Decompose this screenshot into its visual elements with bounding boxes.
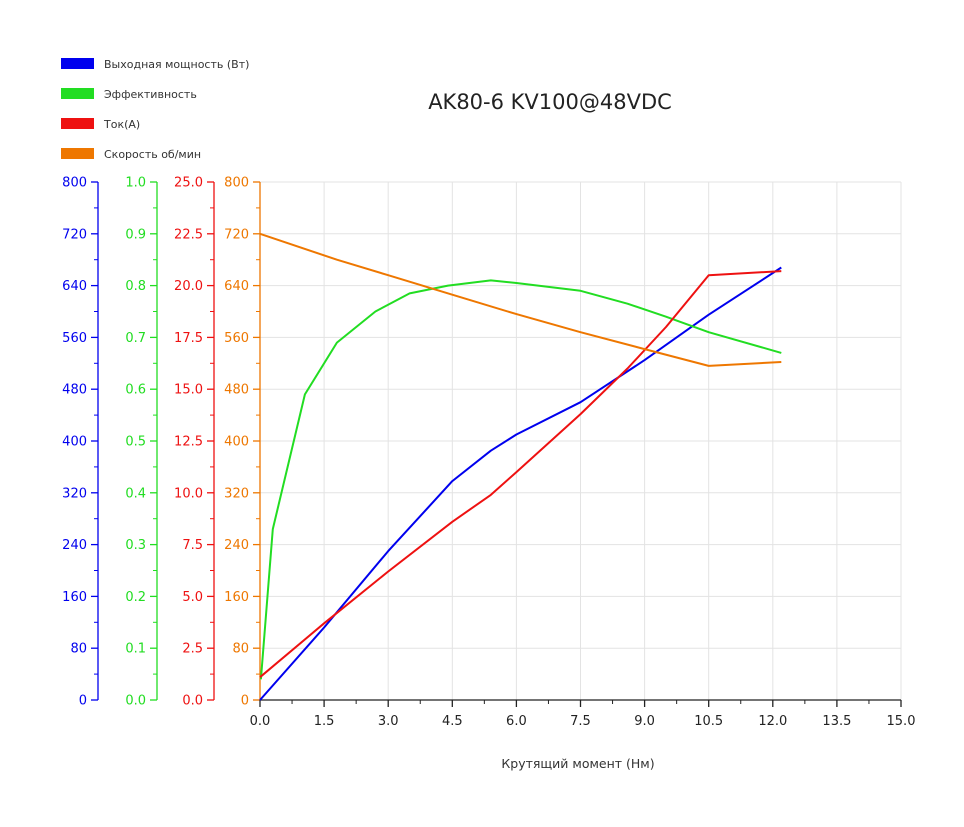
x-tick-label: 9.0 bbox=[634, 714, 655, 729]
legend-item: Эффективность bbox=[61, 88, 197, 101]
y-tick-label: 240 bbox=[62, 538, 87, 553]
y-tick-label: 2.5 bbox=[182, 642, 203, 657]
x-tick-label: 1.5 bbox=[314, 714, 335, 729]
y-tick-label: 0.0 bbox=[125, 694, 146, 709]
y-tick-label: 0.3 bbox=[125, 538, 146, 553]
x-tick-label: 13.5 bbox=[822, 714, 851, 729]
y-tick-label: 0.2 bbox=[125, 590, 146, 605]
y-tick-label: 1.0 bbox=[125, 176, 146, 191]
y-tick-label: 560 bbox=[62, 331, 87, 346]
y-tick-label: 480 bbox=[62, 383, 87, 398]
y-tick-label: 7.5 bbox=[182, 538, 203, 553]
legend-item: Выходная мощность (Вт) bbox=[61, 58, 249, 71]
y-tick-label: 80 bbox=[70, 642, 87, 657]
y-tick-label: 15.0 bbox=[174, 383, 203, 398]
y-tick-label: 800 bbox=[62, 176, 87, 191]
grid bbox=[260, 181, 902, 700]
y-tick-label: 0.6 bbox=[125, 383, 146, 398]
y-tick-label: 20.0 bbox=[174, 279, 203, 294]
y-tick-label: 720 bbox=[62, 227, 87, 242]
y-tick-label: 160 bbox=[224, 590, 249, 605]
y-axis-efficiency: 0.0 0.1 0.2 0.3 0.4 0.5 0.6 0.7 0.8 0.9 1.0 bbox=[125, 176, 158, 709]
x-tick-label: 10.5 bbox=[694, 714, 723, 729]
x-tick-label: 15.0 bbox=[887, 714, 916, 729]
legend: Выходная мощность (Вт) Эффективность Ток(А… bbox=[61, 58, 249, 161]
y-tick-label: 0.4 bbox=[125, 486, 146, 501]
legend-label: Ток(А) bbox=[103, 118, 140, 131]
x-tick-label: 6.0 bbox=[506, 714, 527, 729]
y-tick-label: 800 bbox=[224, 176, 249, 191]
y-tick-label: 640 bbox=[224, 279, 249, 294]
y-tick-label: 0 bbox=[79, 694, 87, 709]
y-axis-power: 0 80 160 240 320 400 480 560 640 720 800 bbox=[62, 176, 99, 709]
y-tick-label: 10.0 bbox=[174, 486, 203, 501]
x-tick-label: 4.5 bbox=[442, 714, 463, 729]
y-axes: 0801602403204004805606407208000.00.10.20… bbox=[62, 176, 261, 709]
y-tick-label: 400 bbox=[224, 435, 249, 450]
y-tick-label: 25.0 bbox=[174, 176, 203, 191]
x-tick-label: 12.0 bbox=[758, 714, 787, 729]
y-tick-label: 0.8 bbox=[125, 279, 146, 294]
legend-swatch bbox=[61, 118, 94, 129]
y-tick-label: 400 bbox=[62, 435, 87, 450]
series-lines bbox=[259, 232, 782, 701]
y-tick-label: 320 bbox=[224, 486, 249, 501]
y-tick-label: 0.9 bbox=[125, 227, 146, 242]
y-tick-label: 160 bbox=[62, 590, 87, 605]
y-tick-label: 12.5 bbox=[174, 435, 203, 450]
legend-label: Скорость об/мин bbox=[104, 148, 201, 161]
chart-title: AK80-6 KV100@48VDC bbox=[428, 90, 672, 114]
y-tick-label: 640 bbox=[62, 279, 87, 294]
x-tick-label: 7.5 bbox=[570, 714, 591, 729]
y-tick-label: 80 bbox=[232, 642, 249, 657]
legend-label: Эффективность bbox=[104, 88, 197, 101]
y-tick-label: 480 bbox=[224, 383, 249, 398]
legend-label: Выходная мощность (Вт) bbox=[104, 58, 249, 71]
y-axis-speed: 0 80 160 240 320 400 480 560 640 720 800 bbox=[224, 176, 261, 709]
y-tick-label: 720 bbox=[224, 227, 249, 242]
y-tick-label: 17.5 bbox=[174, 331, 203, 346]
x-axis: 0.0 1.5 3.0 4.5 6.0 7.5 9.0 10.5 12.0 13.5 15.0 bbox=[250, 699, 916, 729]
y-tick-label: 0.1 bbox=[125, 642, 146, 657]
x-tick-label: 3.0 bbox=[378, 714, 399, 729]
series-line-speed bbox=[259, 232, 782, 367]
y-tick-label: 0.7 bbox=[125, 331, 146, 346]
legend-swatch bbox=[61, 88, 94, 99]
y-tick-label: 5.0 bbox=[182, 590, 203, 605]
y-tick-label: 0 bbox=[241, 694, 249, 709]
legend-swatch bbox=[61, 148, 94, 159]
y-axis-current: 0.0 2.5 5.0 7.5 10.0 12.5 15.0 17.5 20.0 22.5 25.0 bbox=[174, 176, 215, 709]
series-line-power bbox=[259, 266, 782, 701]
x-axis-label: Крутящий момент (Нм) bbox=[501, 756, 654, 771]
y-tick-label: 0.0 bbox=[182, 694, 203, 709]
y-tick-label: 0.5 bbox=[125, 435, 146, 450]
x-tick-label: 0.0 bbox=[250, 714, 271, 729]
y-tick-label: 240 bbox=[224, 538, 249, 553]
series-line-efficiency bbox=[259, 279, 782, 680]
series-line-current bbox=[259, 270, 782, 678]
y-tick-label: 22.5 bbox=[174, 227, 203, 242]
legend-item: Ток(А) bbox=[61, 118, 140, 131]
y-tick-label: 560 bbox=[224, 331, 249, 346]
legend-item: Скорость об/мин bbox=[61, 148, 201, 161]
y-tick-label: 320 bbox=[62, 486, 87, 501]
legend-swatch bbox=[61, 58, 94, 69]
